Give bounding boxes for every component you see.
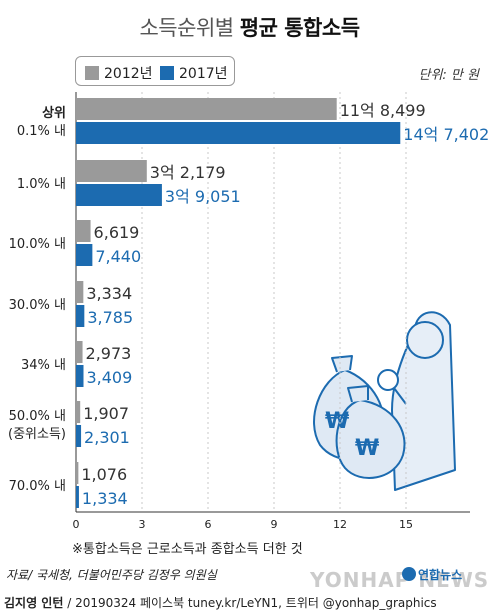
bar-2017년 [76, 425, 82, 447]
data-label: 3억 9,051 [165, 187, 241, 206]
data-label: 1,334 [82, 489, 128, 508]
footnote: ※통합소득은 근로소득과 종합소득 더한 것 [72, 542, 303, 557]
legend-item-2012: 2012년 [85, 63, 153, 83]
legend: 2012년 2017년 [75, 56, 235, 86]
category-label: (중위소득) [8, 427, 66, 442]
data-label: 11억 8,499 [340, 101, 426, 120]
x-tick-label: 15 [399, 518, 413, 531]
bar-2012년 [76, 98, 337, 120]
chart-title-bold: 평균 통합소득 [239, 16, 360, 40]
data-label: 2,301 [84, 428, 130, 447]
category-label: 30.0% 내 [9, 298, 66, 313]
x-tick-label: 9 [271, 518, 278, 531]
bar-2012년 [76, 341, 83, 363]
unit-note: 단위: 만 원 [418, 68, 480, 83]
bar-2017년 [76, 365, 84, 387]
data-label: 14억 7,402 [403, 125, 489, 144]
data-label: 1,907 [83, 404, 129, 423]
category-label: 상위 [42, 106, 66, 121]
income-illustration: ₩ ₩ [313, 311, 456, 491]
logo-text: 연합뉴스 [418, 568, 463, 582]
legend-label-2017: 2017년 [179, 66, 228, 82]
legend-swatch-2017 [160, 66, 174, 80]
data-label: 3,785 [87, 308, 133, 327]
watermark: YONHAP NEWS [310, 568, 490, 592]
bar-2012년 [76, 281, 84, 303]
data-label: 3,334 [86, 284, 132, 303]
credit-rest: / 20190324 페이스북 tuney.kr/LeYN1, 트위터 @yon… [63, 596, 437, 610]
x-tick-label: 3 [139, 518, 146, 531]
category-label: 34% 내 [21, 358, 66, 373]
svg-text:₩: ₩ [325, 409, 349, 434]
data-label: 7,440 [95, 247, 141, 266]
chart-title-light: 소득순위별 [139, 16, 234, 40]
bar-2017년 [76, 305, 85, 327]
x-tick-label: 12 [333, 518, 347, 531]
data-label: 3억 2,179 [150, 163, 226, 182]
category-label: 70.0% 내 [9, 479, 66, 494]
legend-item-2017: 2017년 [160, 63, 228, 83]
bar-chart: ₩ ₩ 0 3 6 9 12 15 상위 0.1% 내 1.0% 내 10.0% 내 30.0% 내… [8, 92, 489, 531]
bar-2012년 [76, 220, 91, 242]
bar-2012년 [76, 462, 79, 484]
x-tick-label: 0 [73, 518, 80, 531]
bar-2017년 [76, 122, 401, 144]
bar-2017년 [76, 244, 93, 266]
bar-2017년 [76, 486, 79, 508]
x-tick-label: 6 [205, 518, 212, 531]
source-note: 자료/ 국세청, 더불어민주당 김정우 의원실 [6, 568, 217, 582]
data-label: 1,076 [81, 465, 127, 484]
bar-2017년 [76, 184, 162, 206]
data-label: 3,409 [86, 368, 132, 387]
logo-icon [402, 567, 416, 581]
category-label: 50.0% 내 [9, 409, 66, 424]
credit-author: 김지영 인턴 [4, 596, 64, 610]
category-label: 10.0% 내 [9, 237, 66, 252]
legend-swatch-2012 [85, 66, 99, 80]
bar-2012년 [76, 401, 81, 423]
yonhap-logo: 연합뉴스 [402, 566, 462, 583]
category-label: 0.1% 내 [17, 124, 66, 139]
chart-title: 소득순위별 평균 통합소득 [0, 12, 499, 42]
svg-text:₩: ₩ [355, 436, 379, 461]
legend-label-2012: 2012년 [104, 66, 153, 82]
category-label: 1.0% 내 [17, 177, 66, 192]
data-label: 2,973 [86, 344, 132, 363]
data-label: 6,619 [94, 223, 140, 242]
credit-line: 김지영 인턴 / 20190324 페이스북 tuney.kr/LeYN1, 트… [4, 594, 437, 611]
bar-2012년 [76, 160, 147, 182]
